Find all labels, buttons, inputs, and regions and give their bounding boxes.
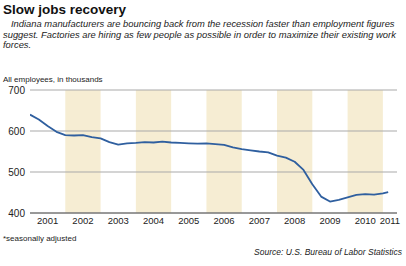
- x-tick-label: 2003: [108, 215, 129, 226]
- year-band: [136, 90, 171, 213]
- x-tick-label: 2010: [355, 215, 376, 226]
- year-band: [277, 90, 312, 213]
- y-tick-label: 500: [8, 167, 25, 178]
- year-band: [206, 90, 241, 213]
- plot-area: [30, 115, 388, 202]
- year-band: [65, 90, 100, 213]
- y-tick-label: 600: [8, 126, 25, 137]
- footnote: *seasonally adjusted: [3, 234, 76, 243]
- x-tick-label: 2001: [37, 215, 58, 226]
- x-tick-label: 2006: [214, 215, 235, 226]
- x-tick-label: 2002: [72, 215, 93, 226]
- x-tick-label: 2011: [380, 215, 400, 226]
- x-tick-label: 2008: [284, 215, 305, 226]
- title: Slow jobs recovery: [3, 2, 127, 17]
- grid-line: [30, 213, 397, 214]
- grid-line: [30, 90, 397, 91]
- y-tick-label: 700: [8, 85, 25, 96]
- y-axis-label: All employees, in thousands: [3, 75, 103, 84]
- y-tick-label: 400: [8, 208, 25, 219]
- x-tick-label: 2004: [143, 215, 164, 226]
- source: Source: U.S. Bureau of Labor Statistics: [254, 247, 403, 257]
- x-tick-label: 2009: [319, 215, 340, 226]
- grid-line: [30, 131, 397, 132]
- chart: Slow jobs recovery All employees, in thou…: [0, 0, 406, 266]
- subtitle: Indiana manufacturers are bouncing back …: [3, 19, 403, 51]
- grid-line: [30, 172, 397, 173]
- x-tick-label: 2007: [249, 215, 270, 226]
- x-tick-label: 2005: [178, 215, 199, 226]
- employment-line: [30, 115, 388, 202]
- x-axis: [30, 213, 397, 214]
